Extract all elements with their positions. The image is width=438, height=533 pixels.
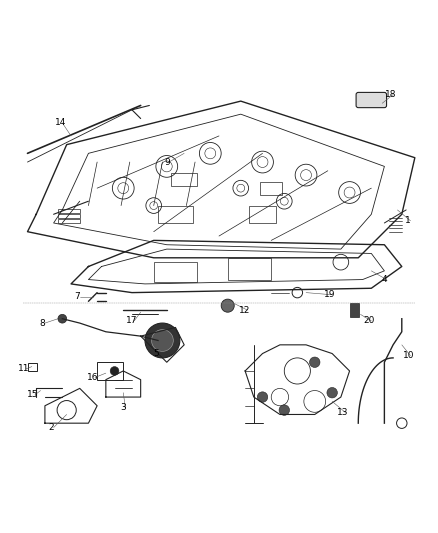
Text: 13: 13 xyxy=(337,408,349,417)
Bar xyxy=(250,206,276,223)
Bar xyxy=(228,258,271,279)
Text: 3: 3 xyxy=(120,403,126,413)
Circle shape xyxy=(110,367,119,375)
Bar xyxy=(158,206,193,223)
Text: 5: 5 xyxy=(153,349,159,358)
Bar xyxy=(154,262,197,282)
Bar xyxy=(350,303,359,317)
Text: 16: 16 xyxy=(87,373,99,382)
Text: 19: 19 xyxy=(324,290,336,300)
Text: 12: 12 xyxy=(240,305,251,314)
Circle shape xyxy=(221,299,234,312)
Circle shape xyxy=(257,392,268,402)
Circle shape xyxy=(58,314,67,323)
Bar xyxy=(97,362,123,379)
Text: 9: 9 xyxy=(164,158,170,166)
Text: 20: 20 xyxy=(364,317,375,326)
Circle shape xyxy=(279,405,290,415)
Text: 15: 15 xyxy=(27,390,39,399)
Text: 11: 11 xyxy=(18,364,30,373)
Bar xyxy=(171,173,197,186)
Circle shape xyxy=(145,323,180,358)
Circle shape xyxy=(310,357,320,367)
Text: 10: 10 xyxy=(403,351,414,360)
Text: 17: 17 xyxy=(126,317,138,326)
Text: 4: 4 xyxy=(381,275,387,284)
Bar xyxy=(58,214,80,218)
Bar xyxy=(260,182,282,195)
Bar xyxy=(58,208,80,213)
Circle shape xyxy=(327,387,337,398)
Text: 18: 18 xyxy=(385,90,397,99)
Text: 14: 14 xyxy=(54,118,66,127)
Text: 7: 7 xyxy=(74,293,81,302)
Text: 1: 1 xyxy=(406,216,411,225)
FancyBboxPatch shape xyxy=(356,92,387,108)
Bar xyxy=(58,219,80,223)
Circle shape xyxy=(152,329,173,351)
Text: 8: 8 xyxy=(40,319,46,328)
Bar xyxy=(28,363,37,371)
Text: 2: 2 xyxy=(49,423,54,432)
